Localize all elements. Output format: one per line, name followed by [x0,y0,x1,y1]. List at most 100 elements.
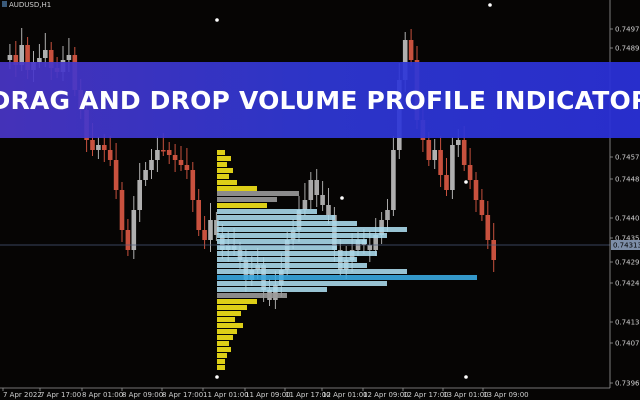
profile-bar [217,335,233,340]
profile-bar [217,341,229,346]
banner-title: DRAG AND DROP VOLUME PROFILE INDICATOR [0,86,640,115]
price-label: 0.74405 [615,215,640,223]
profile-bar [217,317,235,322]
profile-bar [217,287,327,292]
price-label: 0.74075 [615,340,640,348]
current-price-box [611,240,640,250]
candle-body [155,150,160,160]
time-label: 8 Apr 17:00 [162,391,203,399]
candle-body [408,40,414,60]
anchor-dot [464,180,468,184]
candle-body [161,150,166,152]
chart-area [7,3,496,379]
anchor-dot [340,196,344,200]
time-label: 12 Apr 01:00 [322,391,368,399]
profile-bar [217,203,267,208]
candle-body [373,235,378,250]
time-label: 13 Apr 01:00 [443,391,489,399]
candle-body [184,165,190,170]
profile-bar [217,239,367,244]
candle-body [143,170,148,180]
profile-bar [217,209,317,214]
anchor-dot [215,18,219,22]
price-label: 0.74485 [615,176,640,184]
current-price: 0.74313 [613,242,640,250]
candle-body [37,58,42,62]
anchor-dot [464,375,468,379]
candle-body [13,55,19,65]
candle-body [19,45,24,65]
time-label: 12 Apr 09:00 [363,391,409,399]
profile-bar [217,197,277,202]
candle-body [43,50,48,58]
symbol-title: AUDUSD,H1 [9,1,51,9]
time-label: 12 Apr 17:00 [403,391,449,399]
candle-body [125,230,131,250]
candle-body [48,50,54,68]
candle-body [149,160,154,170]
anchor-dot [488,3,492,7]
profile-bar [217,221,357,226]
profile-bar [217,257,357,262]
profile-bar [217,156,231,161]
candle-body [172,155,178,160]
profile-bar [217,162,227,167]
profile-bar [217,186,257,191]
profile-bar [217,180,237,185]
profile-bar [217,245,337,250]
candle-body [119,190,125,230]
banner [0,62,640,138]
anchor-dot [215,375,219,379]
candle-body [314,180,319,195]
time-label: 7 Apr 17:00 [40,391,81,399]
candle-body [332,215,337,250]
profile-bar [217,347,231,352]
candle-body [326,205,331,215]
profile-bar [217,281,387,286]
candle-body [426,140,432,160]
candle-body [367,245,373,250]
profile-bar [217,365,225,370]
profile-bar [217,323,243,328]
price-label: 0.74895 [615,45,640,53]
candle-body [190,170,196,200]
candle-body [90,140,95,150]
profile-bar [217,251,377,256]
profile-bar [217,150,225,155]
candle-body [320,195,325,205]
candle-body [385,210,390,220]
candle-body [479,200,485,215]
candle-body [113,160,119,190]
candle-body [214,220,219,235]
profile-bar [217,174,229,179]
time-label: 13 Apr 09:00 [483,391,529,399]
candle-body [96,145,101,150]
time-label: 7 Apr 2022 [3,391,42,399]
profile-bar [217,269,407,274]
candle-body [456,140,461,145]
candle-body [491,240,496,260]
candle-body [391,150,396,210]
candle-body [7,55,13,60]
candle-body [461,140,467,165]
time-label: 8 Apr 01:00 [82,391,123,399]
candle-body [308,180,314,200]
profile-bar [217,359,225,364]
time-label: 11 Apr 17:00 [285,391,331,399]
candle-body [131,210,137,250]
candle-body [66,55,72,60]
candle-body [438,150,443,175]
profile-bar [217,263,367,268]
price-label: 0.74975 [615,26,640,34]
candle-body [202,230,207,240]
candle-body [166,150,172,155]
candle-body [485,215,491,240]
candle-body [302,200,308,210]
profile-bar [217,299,257,304]
candle-body [273,285,278,300]
